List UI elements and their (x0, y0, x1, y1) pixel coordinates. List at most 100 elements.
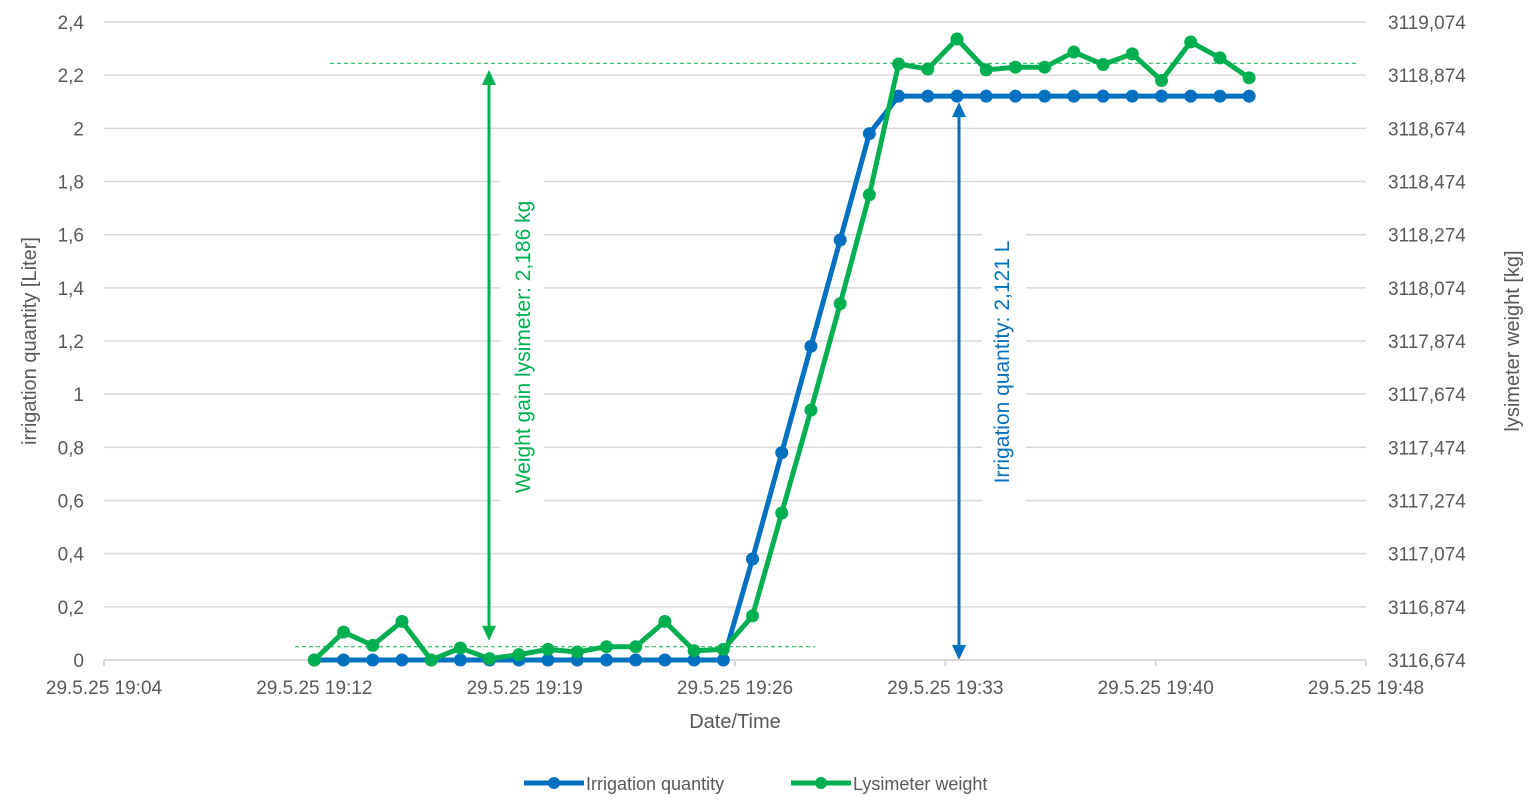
x-axis-title: Date/Time (689, 711, 781, 733)
irrigation-point (746, 552, 760, 566)
lysimeter-point (483, 652, 497, 666)
y-right-tick-label: 3117,874 (1388, 332, 1466, 353)
x-tick-label: 29.5.25 19:04 (46, 678, 163, 699)
lysimeter-point (1242, 71, 1256, 85)
irrigation-point (804, 339, 818, 353)
lysimeter-point (862, 188, 876, 202)
y-right-tick-label: 3118,674 (1388, 119, 1466, 140)
legend-label-irrigation: Irrigation quantity (586, 774, 724, 794)
lysimeter-point (833, 297, 847, 311)
irrigation-point (1038, 89, 1052, 103)
lysimeter-point (1184, 35, 1198, 49)
lysimeter-point (658, 614, 672, 628)
irrigation-point (1184, 89, 1198, 103)
irrigation-point (1125, 89, 1139, 103)
lysimeter-point (775, 506, 789, 520)
y-right-tick-label: 3118,274 (1388, 226, 1466, 247)
lysimeter-point (1096, 58, 1110, 72)
lysimeter-point (570, 645, 584, 659)
y-left-tick-label: 2,2 (58, 66, 84, 87)
y-left-tick-label: 0,4 (58, 545, 85, 566)
irrigation-point (1213, 89, 1227, 103)
irrigation-arrowhead-down (952, 645, 966, 660)
x-tick-label: 29.5.25 19:19 (467, 678, 583, 699)
irrigation-point (950, 89, 964, 103)
weight-gain-arrowhead-up (482, 69, 496, 85)
lysimeter-point (921, 62, 935, 76)
x-tick-label: 29.5.25 19:40 (1098, 678, 1214, 699)
lysimeter-point (541, 642, 555, 656)
lysimeter-point (1067, 45, 1081, 59)
weight-gain-arrowhead-down (482, 625, 496, 641)
legend-marker-lysimeter (815, 777, 827, 789)
lysimeter-point (395, 614, 409, 628)
lysimeter-point (804, 403, 818, 417)
series (307, 32, 1256, 667)
x-tick-label: 29.5.25 19:26 (677, 678, 793, 699)
y-left-tick-label: 0 (73, 651, 84, 672)
legend-marker-irrigation (548, 777, 560, 789)
y-right-tick-label: 3118,874 (1388, 66, 1466, 87)
irrigation-point (892, 89, 906, 103)
irrigation-label: Irrigation quantity: 2,121 L (991, 241, 1014, 484)
lysimeter-point (1213, 51, 1227, 65)
lysimeter-point (599, 640, 613, 654)
series-lysimeter (307, 32, 1256, 667)
gridlines (104, 21, 1366, 608)
irrigation-point (1154, 89, 1168, 103)
lysimeter-point (892, 57, 906, 71)
irrigation-point (395, 653, 409, 667)
y-right-tick-label: 3118,074 (1388, 279, 1466, 300)
y-right-tick-label: 3116,874 (1388, 598, 1466, 619)
irrigation-point (862, 127, 876, 141)
y-right-tick-label: 3117,074 (1388, 545, 1466, 566)
lysimeter-point (424, 653, 438, 667)
series-irrigation (307, 89, 1256, 667)
irrigation-point (775, 446, 789, 460)
irrigation-point (979, 89, 993, 103)
y-left-tick-label: 1,6 (58, 226, 84, 247)
lysimeter-point (629, 640, 643, 654)
weight-gain-label: Weight gain lysimeter: 2,186 kg (512, 201, 535, 494)
lysimeter-point (687, 644, 701, 658)
y-right-tick-label: 3117,274 (1388, 492, 1466, 513)
y-left-tick-label: 0,8 (58, 438, 84, 459)
y-left-tick-label: 0,6 (58, 492, 84, 513)
y-left-tick-label: 1,2 (58, 332, 84, 353)
lysimeter-line (312, 36, 1251, 663)
irrigation-arrowhead-up (952, 102, 966, 118)
x-tick-label: 29.5.25 19:12 (256, 678, 372, 699)
irrigation-point (453, 653, 467, 667)
x-tick-label: 29.5.25 19:48 (1308, 678, 1424, 699)
legend-label-lysimeter: Lysimeter weight (853, 774, 987, 794)
lysimeter-point (1154, 73, 1168, 87)
irrigation-point (716, 653, 730, 667)
y-axis-right-title: lysimeter weight [kg] (1502, 250, 1524, 431)
y-left-tick-label: 0,2 (58, 598, 84, 619)
legend-item-lysimeter[interactable]: Lysimeter weight (791, 774, 987, 794)
lysimeter-point (950, 32, 964, 46)
irrigation-point (687, 653, 701, 667)
y-right-tick-label: 3118,474 (1388, 173, 1466, 194)
y-left-tick-label: 1,8 (58, 173, 84, 194)
weight-gain-label-background (500, 160, 544, 520)
y-right-tick-label: 3117,674 (1388, 385, 1466, 406)
lysimeter-point (1008, 60, 1022, 74)
x-tick-label: 29.5.25 19:33 (887, 678, 1003, 699)
y-left-tick-label: 1,4 (58, 279, 85, 300)
lysimeter-point (366, 638, 380, 652)
legend: Irrigation quantity Lysimeter weight (524, 774, 987, 794)
y-left-tick-label: 2 (73, 119, 84, 140)
lysimeter-point (1038, 60, 1052, 74)
y-right-tick-label: 3116,674 (1388, 651, 1466, 672)
y-left-tick-label: 2,4 (58, 13, 85, 34)
lysimeter-point (979, 63, 993, 77)
y-left-tick-label: 1 (73, 385, 84, 406)
lysimeter-point (307, 653, 321, 667)
irrigation-point (1008, 89, 1022, 103)
y-axis-left-title: irrigation quantity [Liter] (19, 237, 41, 445)
lysimeter-point (453, 641, 467, 655)
irrigation-line (314, 93, 1250, 663)
legend-item-irrigation[interactable]: Irrigation quantity (524, 774, 724, 794)
